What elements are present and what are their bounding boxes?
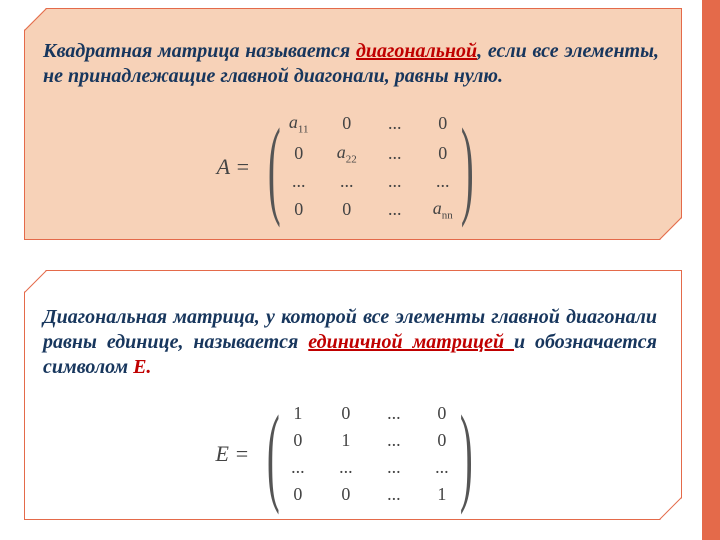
matrix-cell: ...: [322, 454, 370, 481]
matrix-cell: ...: [419, 168, 467, 195]
matrix-cell: ...: [370, 481, 418, 508]
matrix-cell: a11: [275, 109, 323, 139]
paren-left-icon: (: [268, 122, 281, 212]
matrix-cell: 0: [275, 139, 323, 169]
matrix-cell: 0: [418, 400, 466, 427]
matrix-cell: ...: [371, 168, 419, 195]
matrix-cell: ...: [275, 168, 323, 195]
def-dot: .: [146, 356, 151, 378]
matrix-cell: ...: [323, 168, 371, 195]
corner-notch: [660, 498, 682, 520]
matrix-cell: ...: [370, 400, 418, 427]
matrix-cell: 0: [419, 139, 467, 169]
matrix-cell: ...: [274, 454, 322, 481]
matrix-lhs: A =: [217, 154, 250, 180]
matrix-cell: 1: [418, 481, 466, 508]
matrix-cell: ...: [370, 427, 418, 454]
matrix-body: a110...00a22...0............00...ann: [275, 109, 467, 225]
def-text: Квадратная матрица называется: [43, 40, 356, 62]
paren-right-icon: ): [461, 122, 474, 212]
matrix-identity: E = ( 10...001...0............00...1 ): [43, 400, 657, 508]
paren-left-icon: (: [267, 409, 280, 499]
matrix-body: 10...001...0............00...1: [274, 400, 466, 508]
def-keyword: диагональной: [356, 40, 477, 62]
matrix-cell: 1: [274, 400, 322, 427]
definition-text-diagonal: Квадратная матрица называется диагональн…: [43, 39, 659, 89]
def-keyword: единичной матрицей: [308, 331, 514, 353]
matrix-cell: ...: [371, 139, 419, 169]
matrix-cell: a22: [323, 139, 371, 169]
definition-box-diagonal: Квадратная матрица называется диагональн…: [24, 8, 682, 240]
corner-notch: [660, 218, 682, 240]
matrix-cell: ...: [371, 195, 419, 225]
side-accent-bar: [702, 0, 720, 540]
def-symbol-E: E: [133, 356, 146, 378]
definition-box-identity: Диагональная матрица, у которой все элем…: [24, 270, 682, 520]
paren-right-icon: ): [460, 409, 473, 499]
definition-text-identity: Диагональная матрица, у которой все элем…: [43, 305, 657, 380]
matrix-cell: 0: [274, 481, 322, 508]
matrix-cell: 0: [274, 427, 322, 454]
matrix-cell: ...: [371, 109, 419, 139]
matrix-cell: ...: [418, 454, 466, 481]
matrix-cell: ...: [370, 454, 418, 481]
matrix-lhs: E =: [215, 441, 249, 467]
matrix-cell: 1: [322, 427, 370, 454]
matrix-diagonal: A = ( a110...00a22...0............00...a…: [43, 109, 659, 225]
matrix-cell: 0: [322, 400, 370, 427]
matrix-cell: ann: [419, 195, 467, 225]
matrix-cell: 0: [275, 195, 323, 225]
matrix-cell: 0: [418, 427, 466, 454]
matrix-cell: 0: [322, 481, 370, 508]
matrix-cell: 0: [323, 195, 371, 225]
matrix-cell: 0: [419, 109, 467, 139]
matrix-cell: 0: [323, 109, 371, 139]
